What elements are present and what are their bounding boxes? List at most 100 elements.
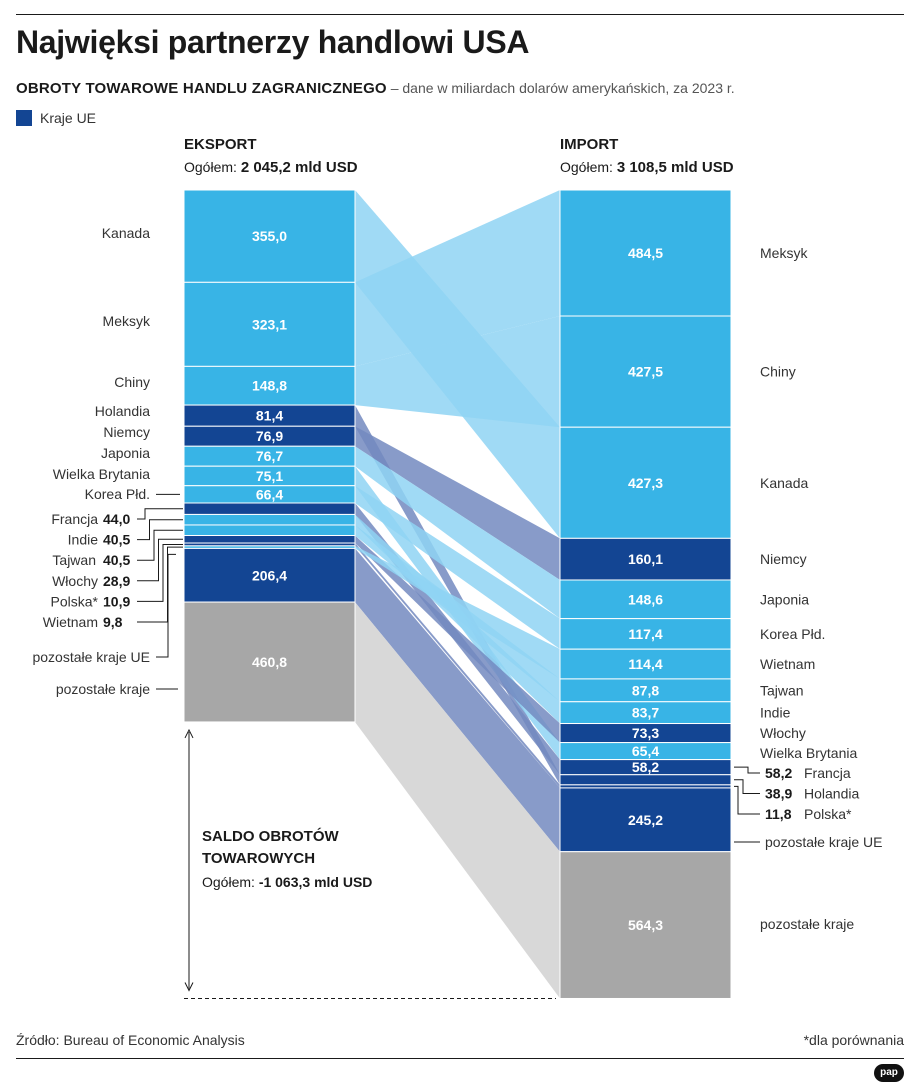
- import-bar-niemcy: [559, 537, 732, 581]
- export-leader-indie: [137, 519, 183, 541]
- import-bar-holandia: [559, 774, 732, 786]
- export-label-korea-pld: Korea Płd.: [85, 486, 150, 502]
- import-label-tajwan: Tajwan: [760, 682, 804, 698]
- import-label-meksyk: Meksyk: [760, 245, 808, 261]
- flow-chiny: [355, 316, 560, 428]
- export-leader-wietnam: [137, 546, 183, 623]
- export-label-polska: Polska*: [51, 593, 99, 609]
- top-rule: [16, 14, 904, 15]
- import-value-francja: 58,2: [632, 759, 659, 775]
- export-label-kanada: Kanada: [102, 225, 150, 241]
- import-value-kanada: 427,3: [628, 475, 663, 491]
- export-leader-polska: [137, 543, 183, 602]
- flow-pozostale-kraje: [355, 602, 560, 999]
- import-value-chiny: 427,5: [628, 364, 663, 380]
- import-label-indie: Indie: [760, 705, 791, 721]
- import-label-chiny: Chiny: [760, 364, 796, 380]
- import-label-wlochy: Włochy: [760, 725, 806, 741]
- export-bar-kanada: [183, 189, 356, 283]
- import-value-japonia: 148,6: [628, 591, 663, 607]
- saldo-arrow-head-up: [184, 728, 194, 739]
- export-leader-pozostale-kraje-ue: [156, 553, 176, 658]
- export-label-japonia: Japonia: [101, 445, 150, 461]
- import-leader-francja: [734, 766, 760, 774]
- export-leader-tajwan: [137, 529, 183, 561]
- bars: 355,0 323,1 148,8 81,4 76,9 76,7 75,1 66,4 206,4…: [183, 189, 732, 999]
- saldo-total: Ogółem: -1 063,3 mld USD: [202, 874, 372, 890]
- import-callout-value-polska: 11,8: [765, 806, 792, 822]
- import-label-korea-pld: Korea Płd.: [760, 626, 825, 642]
- export-callout-value-indie: 40,5: [103, 532, 130, 548]
- import-label-pozostale-kraje-ue: pozostałe kraje UE: [765, 834, 883, 850]
- import-value-meksyk: 484,5: [628, 245, 663, 261]
- export-total: Ogółem: 2 045,2 mld USD: [184, 159, 358, 176]
- import-label-wietnam: Wietnam: [760, 656, 815, 672]
- import-value-niemcy: 160,1: [628, 551, 663, 567]
- import-label-wielka-brytania: Wielka Brytania: [760, 745, 857, 761]
- flow-korea-pld: [355, 485, 560, 650]
- source-note: Źródło: Bureau of Economic Analysis: [16, 1032, 245, 1048]
- export-label-tajwan: Tajwan: [52, 552, 96, 568]
- export-bar-wlochy: [183, 535, 356, 544]
- flow-bands: [355, 190, 560, 999]
- flow-wlochy: [355, 535, 560, 743]
- saldo-heading: SALDO OBROTÓW TOWAROWYCH: [202, 828, 339, 867]
- import-total-prefix: Ogółem:: [560, 159, 617, 175]
- import-label-niemcy: Niemcy: [760, 551, 807, 567]
- flow-japonia: [355, 446, 560, 619]
- import-leader-holandia: [734, 779, 760, 794]
- import-bar-wietnam: [559, 648, 732, 680]
- export-label-pozostale-kraje: pozostałe kraje: [56, 681, 150, 697]
- import-callout-value-francja: 58,2: [765, 765, 792, 781]
- flow-niemcy: [355, 426, 560, 580]
- export-label-indie: Indie: [68, 532, 99, 548]
- import-value-pozostale-kraje-ue: 245,2: [628, 812, 663, 828]
- export-label-chiny: Chiny: [114, 374, 150, 390]
- export-label-holandia: Holandia: [95, 403, 150, 419]
- export-leader-wlochy: [137, 538, 183, 582]
- export-callout-value-wlochy: 28,9: [103, 573, 130, 589]
- export-callout-value-tajwan: 40,5: [103, 552, 130, 568]
- export-total-value: 2 045,2 mld USD: [240, 159, 358, 176]
- import-value-korea-pld: 117,4: [628, 626, 662, 642]
- footnote: *dla porównania: [803, 1032, 904, 1048]
- import-label-holandia: Holandia: [804, 786, 859, 802]
- export-callout-value-polska: 10,9: [103, 593, 130, 609]
- import-bar-chiny: [559, 315, 732, 428]
- import-value-indie: 83,7: [632, 705, 659, 721]
- saldo-marks: [184, 728, 556, 999]
- country-labels: Kanada Meksyk Chiny Holandia Niemcy Japonia Wi…: [32, 225, 882, 932]
- import-value-tajwan: 87,8: [632, 682, 659, 698]
- export-bar-indie: [183, 513, 356, 526]
- import-value-wlochy: 73,3: [632, 725, 659, 741]
- import-label-pozostale-kraje: pozostałe kraje: [760, 916, 854, 932]
- flow-wietnam: [355, 545, 560, 679]
- export-label-francja: Francja: [51, 511, 98, 527]
- import-label-japonia: Japonia: [760, 591, 809, 607]
- import-callout-value-holandia: 38,9: [765, 786, 792, 802]
- import-label-francja: Francja: [804, 765, 851, 781]
- flow-polska: [355, 543, 560, 788]
- export-bar-pozostale-kraje-ue: [183, 547, 356, 603]
- export-value-meksyk: 323,1: [252, 316, 287, 332]
- export-label-pozostale-kraje-ue: pozostałe kraje UE: [32, 649, 150, 665]
- export-bar-pozostale-kraje: [183, 601, 356, 723]
- export-value-holandia: 81,4: [256, 408, 283, 424]
- export-value-pozostale-kraje: 460,8: [252, 654, 287, 670]
- subtitle: OBROTY TOWAROWE HANDLU ZAGRANICZNEGO – d…: [16, 80, 735, 97]
- import-leader-polska: [734, 785, 760, 815]
- page-title: Najwięksi partnerzy handlowi USA: [16, 24, 530, 60]
- import-bar-kanada: [559, 426, 732, 539]
- import-bar-korea-pld: [559, 618, 732, 650]
- export-bar-tajwan: [183, 524, 356, 537]
- subtitle-lead: OBROTY TOWAROWE HANDLU ZAGRANICZNEGO: [16, 80, 387, 97]
- import-label-polska: Polska*: [804, 806, 852, 822]
- import-bar-meksyk: [559, 189, 732, 317]
- flow-pozostale-kraje-ue: [355, 548, 560, 852]
- export-bar-chiny: [183, 365, 356, 406]
- legend-label-eu: Kraje UE: [40, 110, 97, 126]
- import-bar-pozostale-kraje-ue: [559, 787, 732, 853]
- export-label-niemcy: Niemcy: [103, 424, 150, 440]
- import-value-pozostale-kraje: 564,3: [628, 917, 663, 933]
